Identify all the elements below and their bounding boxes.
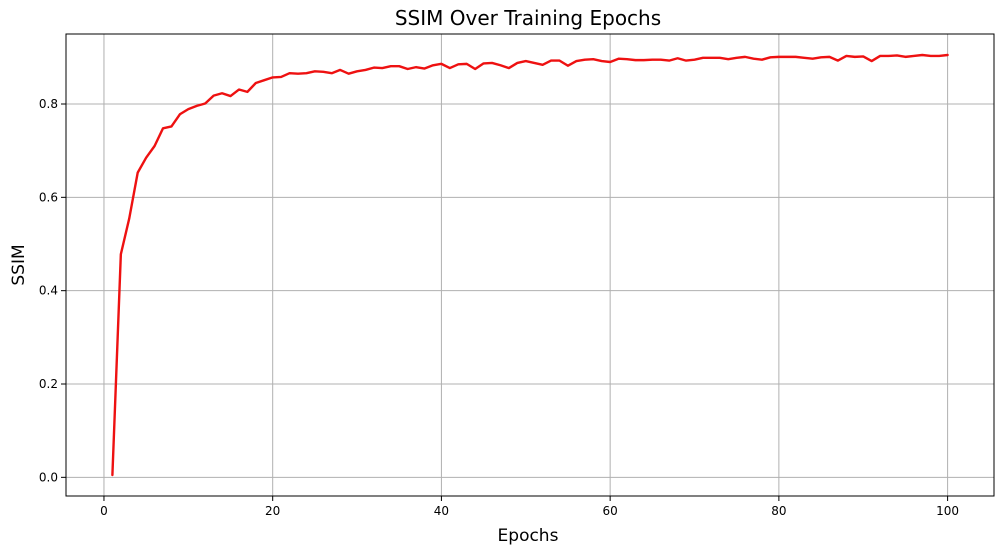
x-tick-label: 60 xyxy=(603,504,618,518)
y-tick-label: 0.6 xyxy=(39,190,58,204)
y-tick-label: 0.4 xyxy=(39,284,58,298)
x-tick-label: 0 xyxy=(100,504,108,518)
plot-area xyxy=(65,33,995,497)
ssim-line xyxy=(111,53,949,477)
y-tick-label: 0.2 xyxy=(39,377,58,391)
series-layer xyxy=(111,53,949,477)
y-tick-label: 0.8 xyxy=(39,97,58,111)
x-axis: 0 20 40 60 80 100 xyxy=(100,496,959,518)
x-tick-label: 100 xyxy=(936,504,959,518)
chart-title: SSIM Over Training Epochs xyxy=(395,6,661,30)
x-tick-label: 20 xyxy=(265,504,280,518)
y-axis: 0.0 0.2 0.4 0.6 0.8 xyxy=(39,97,66,484)
grid xyxy=(66,34,994,496)
x-tick-label: 40 xyxy=(434,504,449,518)
y-axis-title: SSIM xyxy=(9,244,29,285)
x-axis-title: Epochs xyxy=(498,526,559,546)
y-tick-label: 0.0 xyxy=(39,470,58,484)
x-tick-label: 80 xyxy=(771,504,786,518)
